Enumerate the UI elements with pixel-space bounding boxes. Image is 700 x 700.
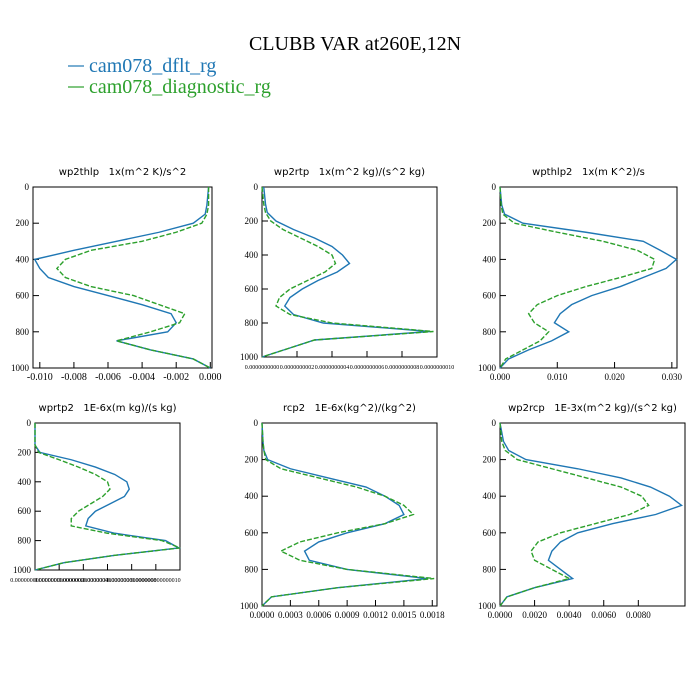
profile-line (34, 423, 182, 571)
y-tick-label: 400 (245, 250, 259, 260)
y-tick-label: 200 (245, 455, 259, 465)
x-tick-label: 0.0000000000 (245, 365, 280, 371)
x-tick-label: 0.000000000000006 (83, 578, 133, 584)
x-tick-label: 0.000000000000004 (59, 578, 109, 584)
profile-line (499, 422, 650, 607)
x-tick-label: 0.0003 (278, 610, 303, 620)
profile-line (499, 186, 678, 369)
profile-line (499, 186, 656, 369)
y-tick-label: 200 (16, 218, 30, 228)
x-tick-label: 0.010 (547, 372, 568, 382)
plot-frame (32, 186, 213, 369)
x-tick-label: 0.000000000000002 (34, 578, 84, 584)
y-tick-label: 1000 (240, 352, 259, 362)
x-tick-label: 0.000 (199, 372, 222, 383)
x-tick-label: 0.000000000000010 (131, 578, 181, 584)
y-tick-label: 400 (18, 477, 32, 487)
y-tick-label: 800 (245, 564, 259, 574)
x-tick-label: 0.0040 (557, 610, 582, 620)
x-tick-label: 0.0000 (250, 610, 275, 620)
y-tick-label: 800 (483, 564, 497, 574)
plot-frame (261, 186, 438, 358)
profile-line (499, 422, 684, 607)
x-tick-label: 0.0009 (335, 610, 360, 620)
x-tick-label: -0.006 (95, 372, 121, 383)
profile-line (34, 423, 181, 571)
y-tick-label: 400 (483, 254, 497, 264)
y-tick-label: 200 (483, 455, 497, 465)
x-tick-label: 0.0060 (591, 610, 616, 620)
panel-title: wp2thlp 1x(m^2 K)/s^2 (59, 167, 186, 178)
y-tick-label: 1000 (478, 601, 497, 611)
x-tick-label: 0.0012 (363, 610, 388, 620)
profile-line (261, 186, 434, 358)
y-tick-label: 1000 (13, 565, 32, 575)
legend-label: cam078_dflt_rg (89, 55, 216, 77)
x-tick-label: -0.004 (129, 372, 155, 383)
y-tick-label: 400 (16, 254, 30, 264)
y-tick-label: 600 (245, 284, 259, 294)
x-tick-label: 0.0080 (626, 610, 651, 620)
x-tick-label: 0.0000 (488, 610, 513, 620)
y-tick-label: 0 (27, 418, 32, 428)
y-tick-label: 800 (245, 318, 259, 328)
profile-line (261, 422, 435, 607)
y-tick-label: 0 (254, 418, 259, 428)
plot-frame (499, 422, 686, 607)
y-tick-label: 0 (492, 182, 497, 192)
figure-title: CLUBB VAR at260E,12N (249, 33, 461, 55)
profile-line (261, 422, 428, 607)
x-tick-label: 0.000000000000008 (107, 578, 157, 584)
y-tick-label: 0 (25, 182, 30, 192)
x-tick-label: -0.010 (27, 372, 53, 383)
profile-line (33, 186, 211, 369)
y-tick-label: 0 (254, 182, 259, 192)
y-tick-label: 200 (18, 447, 32, 457)
x-tick-label: 0.0018 (420, 610, 445, 620)
y-tick-label: 200 (483, 218, 497, 228)
legend-label: cam078_diagnostic_rg (89, 76, 271, 98)
y-tick-label: 600 (16, 291, 30, 301)
plot-frame (261, 422, 438, 607)
x-tick-label: 0.0000000004 (315, 365, 350, 371)
x-tick-label: 0.0000000008 (385, 365, 420, 371)
y-tick-label: 200 (245, 216, 259, 226)
y-tick-label: 400 (483, 491, 497, 501)
y-tick-label: 600 (245, 528, 259, 538)
x-tick-label: 0.000000000000000 (10, 578, 60, 584)
x-tick-label: 0.000 (490, 372, 511, 382)
profile-line (55, 187, 211, 369)
y-tick-label: 600 (483, 528, 497, 538)
y-tick-label: 800 (483, 327, 497, 337)
y-tick-label: 800 (18, 536, 32, 546)
y-tick-label: 1000 (11, 363, 30, 373)
x-tick-label: 0.020 (604, 372, 625, 382)
x-tick-label: 0.030 (662, 372, 683, 382)
x-tick-label: -0.008 (61, 372, 87, 383)
x-tick-label: 0.0000000006 (350, 365, 385, 371)
panel-title: wprtp2 1E-6x(m kg)/(s kg) (39, 403, 177, 414)
panel-title: rcp2 1E-6x(kg^2)/(kg^2) (283, 403, 416, 414)
x-tick-label: 0.0015 (392, 610, 417, 620)
x-tick-label: 0.0000000002 (280, 365, 315, 371)
y-tick-label: 800 (16, 327, 30, 337)
y-tick-label: 600 (483, 291, 497, 301)
y-tick-label: 400 (245, 491, 259, 501)
y-tick-label: 0 (492, 418, 497, 428)
profile-line (261, 186, 431, 358)
y-tick-label: 1000 (240, 601, 259, 611)
plot-frame (499, 186, 678, 369)
x-tick-label: -0.002 (163, 372, 189, 383)
x-tick-label: 0.0000000010 (420, 365, 455, 371)
panel-title: wp2rcp 1E-3x(m^2 kg)/(s^2 kg) (508, 403, 677, 414)
y-tick-label: 600 (18, 506, 32, 516)
plot-frame (34, 422, 181, 571)
x-tick-label: 0.0006 (306, 610, 331, 620)
y-tick-label: 1000 (478, 363, 497, 373)
panel-title: wpthlp2 1x(m K^2)/s (532, 167, 645, 178)
x-tick-label: 0.0020 (522, 610, 547, 620)
panel-title: wp2rtp 1x(m^2 kg)/(s^2 kg) (274, 167, 425, 178)
